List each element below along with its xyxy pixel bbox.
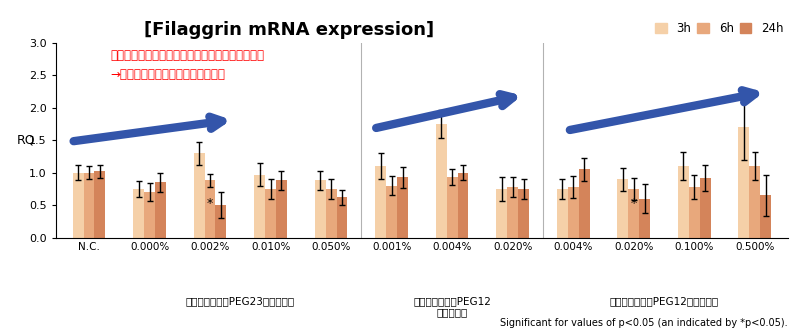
Bar	[375, 166, 386, 238]
Bar	[265, 189, 276, 238]
Bar	[133, 189, 144, 238]
Bar	[739, 127, 749, 238]
Text: ジステアリン酸PEG12グリセリル: ジステアリン酸PEG12グリセリル	[610, 296, 719, 306]
Bar	[628, 189, 639, 238]
Legend: 3h, 6h, 24h: 3h, 6h, 24h	[650, 17, 788, 40]
Bar	[95, 171, 105, 238]
Bar	[749, 166, 760, 238]
Text: ジステアリン酸PEG23グリセリル: ジステアリン酸PEG23グリセリル	[185, 296, 295, 306]
Bar	[193, 153, 205, 238]
Bar	[689, 187, 700, 238]
Bar	[458, 173, 469, 238]
Text: [Filaggrin mRNA expression]: [Filaggrin mRNA expression]	[143, 20, 434, 39]
Bar	[254, 175, 265, 238]
Text: *: *	[207, 197, 213, 210]
Bar	[518, 189, 529, 238]
Bar	[326, 189, 337, 238]
Bar	[386, 186, 397, 238]
Bar	[618, 179, 628, 238]
Bar	[700, 178, 711, 238]
Text: フィラグリンの発現量の増加が確認できました。: フィラグリンの発現量の増加が確認できました。	[110, 50, 264, 62]
Bar	[557, 189, 568, 238]
Bar	[397, 177, 408, 238]
Bar	[760, 195, 771, 238]
Bar	[216, 205, 226, 238]
Bar	[568, 187, 579, 238]
Bar	[276, 181, 287, 238]
Bar	[435, 124, 447, 238]
Text: *: *	[630, 197, 637, 210]
Text: →保湿機能の向上が期待できます。: →保湿機能の向上が期待できます。	[110, 68, 225, 81]
Bar	[639, 199, 650, 238]
Bar	[155, 182, 166, 238]
Bar	[314, 181, 326, 238]
Bar	[678, 166, 689, 238]
Bar	[84, 173, 95, 238]
Bar	[205, 181, 216, 238]
Bar	[72, 173, 84, 238]
Bar	[337, 197, 347, 238]
Bar	[497, 189, 507, 238]
Bar	[507, 187, 518, 238]
Bar	[144, 192, 155, 238]
Y-axis label: RQ: RQ	[17, 134, 36, 147]
Text: Significant for values of p<0.05 (an indicated by *p<0.05).: Significant for values of p<0.05 (an ind…	[501, 318, 788, 328]
Bar	[447, 177, 458, 238]
Bar	[579, 170, 590, 238]
Text: ジミリスチン酸PEG12
グリセリル: ジミリスチン酸PEG12 グリセリル	[413, 296, 491, 317]
